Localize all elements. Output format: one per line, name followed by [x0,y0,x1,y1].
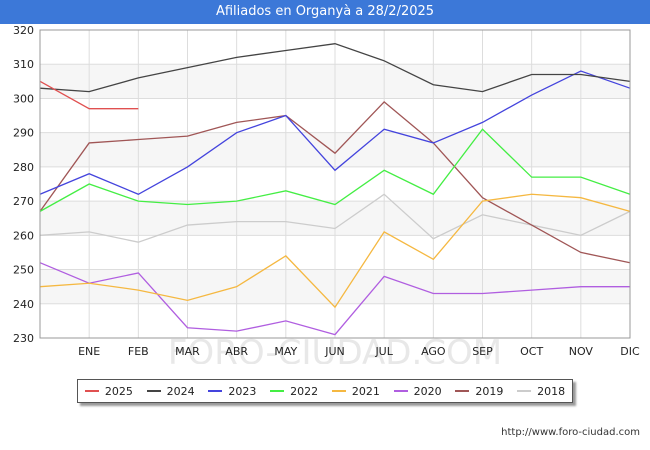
legend-label: 2023 [228,384,257,398]
y-tick-label: 280 [13,161,34,174]
legend-label: 2019 [475,384,504,398]
plot-border [39,29,631,339]
legend-item-2024: 2024 [146,384,195,398]
axes: 230 240 250 260 270 280 290 300 310 320 ENE FEB MAR A… [13,24,640,358]
legend-item-2020: 2020 [393,384,442,398]
x-tick-label: SEP [472,345,493,358]
y-tick-label: 320 [13,24,34,37]
legend-item-2019: 2019 [455,385,503,398]
chart-title: Afiliados en Organyà a 28/2/2025 [0,0,650,24]
line-chart: FORO-CIUDAD.COM 230240250260270280290300… [13,24,640,364]
source-label: http://www.foro-ciudad.com [501,427,640,438]
legend-label: 2018 [537,384,566,398]
x-tick-label: JUL [374,345,393,358]
x-tick-label: NOV [569,345,594,358]
y-tick-label: 270 [13,195,34,208]
x-tick-label: ABR [225,345,248,358]
x-tick-label: MAR [175,345,200,358]
legend-item-2025: 2025 [84,384,133,398]
x-tick-label: AGO [421,345,446,358]
x-tick-label: DIC [620,345,640,358]
series-line-2021 [39,193,631,309]
series-line-2023 [39,70,631,195]
x-tick-label: FEB [128,345,149,358]
legend: 2025 2024 2023 2022 2021 2020 2019 2018 [77,379,573,403]
grid [39,29,631,339]
legend-swatch [331,390,346,392]
series-line-2025 [39,80,139,110]
x-tick-label: ENE [78,345,100,358]
legend-swatch [146,390,161,392]
legend-swatch [393,390,408,392]
series-group [39,43,631,336]
y-tick-label: 310 [13,58,34,71]
y-tick-label: 230 [13,332,34,345]
legend-label: 2025 [104,384,133,398]
legend-item-2021: 2021 [331,384,380,398]
legend-label: 2021 [351,384,380,398]
series-line-2022 [39,128,631,212]
legend-swatch [455,390,470,392]
y-tick-label: 240 [13,298,34,311]
series-line-2020 [39,262,630,336]
legend-item-2022: 2022 [270,385,318,398]
legend-label: 2020 [413,384,442,398]
y-tick-label: 300 [13,92,34,105]
legend-label: 2024 [166,384,195,398]
x-tick-label: JUN [324,345,345,358]
y-tick-label: 290 [13,127,34,140]
legend-swatch [208,390,223,392]
legend-swatch [517,390,532,392]
legend-item-2023: 2023 [208,385,256,398]
legend-label: 2022 [290,384,319,398]
legend-swatch [84,390,99,392]
legend-swatch [270,390,285,392]
series-line-2024 [39,43,631,93]
series-line-2019 [39,100,631,264]
y-tick-label: 250 [13,264,34,277]
x-tick-label: MAY [274,345,297,358]
y-tick-label: 260 [13,229,34,242]
legend-item-2018: 2018 [517,385,565,398]
x-tick-label: OCT [520,345,543,358]
